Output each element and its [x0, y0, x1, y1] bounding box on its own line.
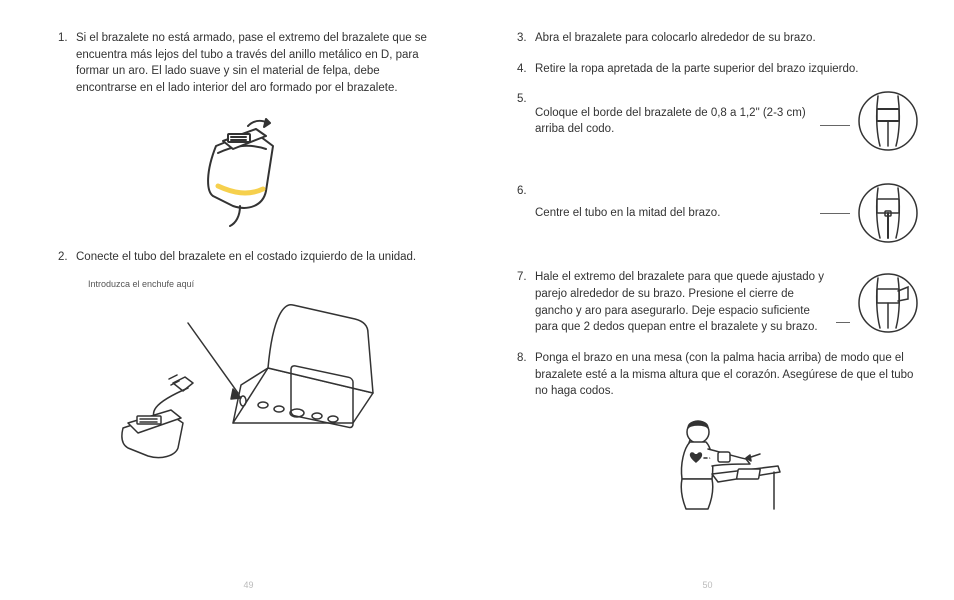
step-text: Ponga el brazo en una mesa (con la palma… [535, 350, 918, 400]
arm-cuff-icon [858, 91, 918, 151]
page-number-right: 50 [517, 580, 898, 590]
left-column: 1. Si el brazalete no está armado, pase … [0, 0, 477, 600]
page: 1. Si el brazalete no está armado, pase … [0, 0, 954, 600]
arm-tube-center-icon [858, 183, 918, 243]
step-1: 1. Si el brazalete no está armado, pase … [58, 30, 427, 97]
arm-figure-1 [858, 91, 918, 151]
arm-figure-2 [858, 183, 918, 243]
leader-line [820, 125, 850, 126]
step-text: Hale el extremo del brazalete para que q… [535, 269, 828, 336]
page-number-left: 49 [58, 580, 439, 590]
step-text: Abra el brazalete para colocarlo alreded… [535, 30, 918, 47]
step-number: 3. [517, 30, 535, 47]
step-7: 7. Hale el extremo del brazalete para qu… [517, 269, 918, 336]
steps-left: 1. Si el brazalete no está armado, pase … [58, 30, 427, 97]
step-7-row: Hale el extremo del brazalete para que q… [535, 269, 918, 336]
arm-figure-3 [858, 273, 918, 333]
step-4: 4. Retire la ropa apretada de la parte s… [517, 61, 918, 78]
step-number: 4. [517, 61, 535, 78]
steps-left-2: 2. Conecte el tubo del brazalete en el c… [58, 249, 427, 266]
steps-right: 3. Abra el brazalete para colocarlo alre… [517, 30, 918, 400]
plug-caption: Introduzca el enchufe aquí [88, 279, 427, 289]
leader-line [820, 213, 850, 214]
step-number: 2. [58, 249, 76, 266]
step-number: 5. [517, 91, 535, 151]
step-3: 3. Abra el brazalete para colocarlo alre… [517, 30, 918, 47]
step-2: 2. Conecte el tubo del brazalete en el c… [58, 249, 427, 266]
cuff-loop-icon [178, 111, 308, 231]
step-number: 6. [517, 183, 535, 243]
person-seated-icon [648, 414, 788, 519]
step-8: 8. Ponga el brazo en una mesa (con la pa… [517, 350, 918, 400]
step-5: 5. Coloque el borde del brazalete de 0,8… [517, 91, 918, 151]
figure-person-seated [517, 414, 918, 519]
figure-device-connect [58, 293, 427, 463]
step-text: Centre el tubo en la mitad del brazo. [535, 205, 812, 222]
step-6-row: Centre el tubo en la mitad del brazo. [535, 183, 918, 243]
step-text: Retire la ropa apretada de la parte supe… [535, 61, 918, 78]
step-6: 6. Centre el tubo en la mitad del brazo. [517, 183, 918, 243]
step-number: 1. [58, 30, 76, 97]
step-text: Si el brazalete no está armado, pase el … [76, 30, 427, 97]
step-text: Coloque el borde del brazalete de 0,8 a … [535, 105, 812, 138]
figure-cuff-loop [58, 111, 427, 231]
step-text: Conecte el tubo del brazalete en el cost… [76, 249, 427, 266]
leader-line [836, 322, 850, 323]
step-5-row: Coloque el borde del brazalete de 0,8 a … [535, 91, 918, 151]
step-number: 8. [517, 350, 535, 400]
arm-tighten-icon [858, 273, 918, 333]
step-number: 7. [517, 269, 535, 336]
device-connect-icon [93, 293, 393, 463]
right-column: 3. Abra el brazalete para colocarlo alre… [477, 0, 954, 600]
